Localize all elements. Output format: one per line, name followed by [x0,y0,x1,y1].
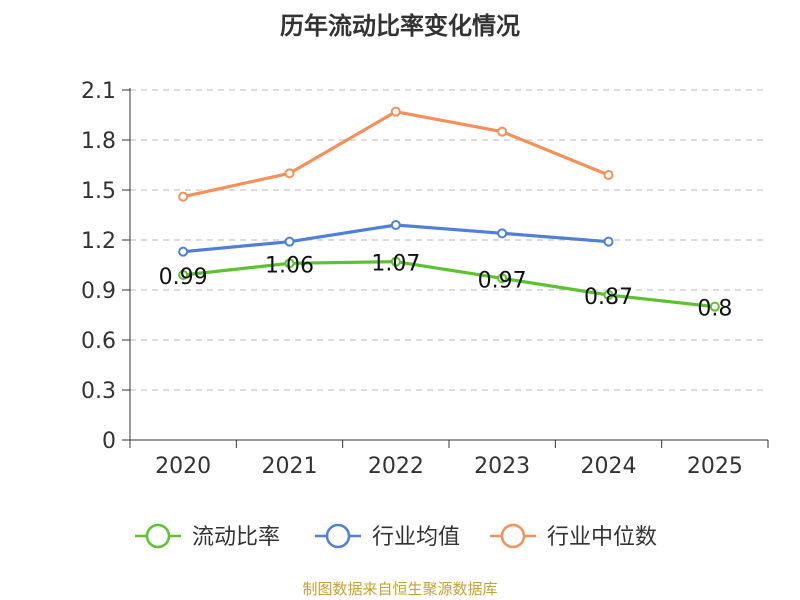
x-tick-label-2020: 2020 [155,454,211,479]
legend-marker-1 [325,523,351,549]
x-tick-label-2024: 2024 [581,454,637,479]
series-0-point-4 [603,290,614,300]
chart-title: 历年流动比率变化情况 [280,12,520,40]
x-tick-label-2022: 2022 [368,454,424,479]
y-tick-label-1: 0.3 [81,379,116,404]
data-label-2025: 0.8 [697,297,732,322]
y-tick-label-4: 1.2 [81,229,116,254]
series-0-point-2 [390,256,401,267]
series-2-point-1 [284,168,295,179]
y-tick-label-0: 0 [102,429,116,454]
legend-label-0: 流动比率 [192,525,280,550]
series-1-point-2 [390,220,401,230]
series-2-point-2 [390,106,401,117]
data-label-2022: 1.07 [371,252,420,277]
series-2-point-4 [603,170,614,180]
data-label-2024: 0.87 [584,285,633,310]
series-1-point-3 [497,228,508,239]
source-note: 制图数据来自恒生聚源数据库 [302,580,498,598]
y-tick-label-2: 0.6 [81,329,116,354]
data-labels: 0.99 1.06 1.07 0.97 0.87 0.8 [159,252,733,322]
data-label-2021: 1.06 [265,253,314,278]
x-tick-label-2021: 2021 [262,454,318,479]
y-tick-label-6: 1.8 [81,129,116,154]
series-1-point-1 [284,236,295,247]
y-tick-label-5: 1.5 [81,179,116,204]
series-0-point-5 [709,301,720,312]
grid-lines [130,89,768,391]
series-1-point-0 [178,246,189,257]
legend-label-2: 行业中位数 [547,525,657,550]
series-2-point-0 [178,191,189,202]
series-2-point-3 [497,126,508,137]
series-line-2 [182,110,610,199]
series-lines [178,106,720,312]
data-label-2023: 0.97 [478,268,527,293]
legend: 流动比率 行业均值 行业中位数 [135,523,657,550]
data-label-2020: 0.99 [159,265,208,290]
series-1-point-4 [603,236,614,247]
axes: 0 0.3 0.6 0.9 1.2 1.5 1.8 2.1 2020 2021 2022 2023 20… [81,79,769,479]
legend-marker-0 [145,523,171,549]
series-0-point-3 [497,273,508,284]
series-line-0 [182,260,716,309]
y-tick-label-3: 0.9 [81,279,116,304]
x-tick-label-2025: 2025 [687,454,743,479]
legend-label-1: 行业均值 [372,525,460,550]
y-tick-label-7: 2.1 [81,79,116,104]
series-0-point-1 [284,258,295,269]
legend-marker-2 [500,523,526,549]
x-tick-label-2023: 2023 [474,454,530,479]
series-0-point-0 [178,270,189,280]
